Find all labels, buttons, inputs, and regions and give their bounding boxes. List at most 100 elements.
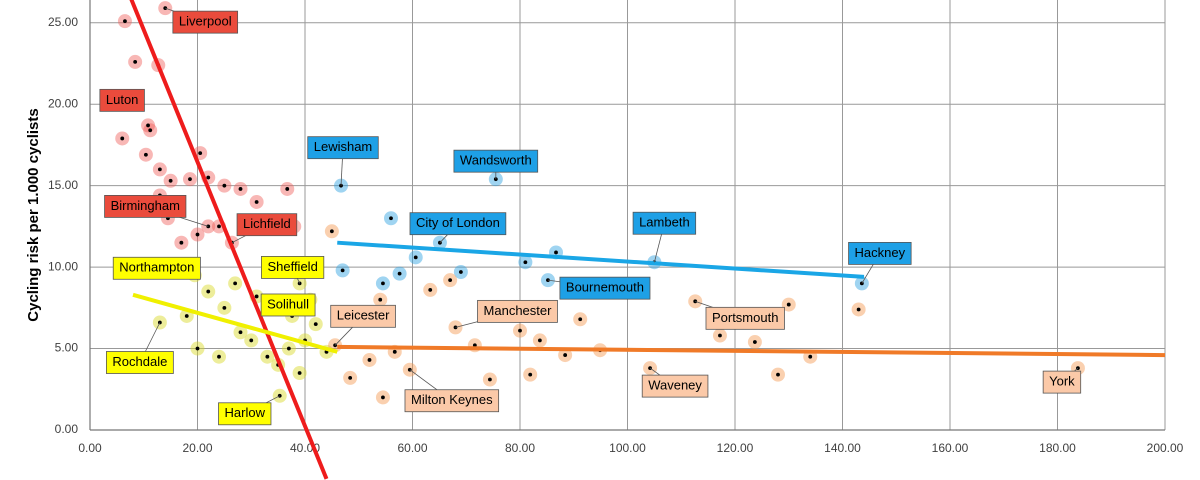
point [222,305,227,310]
point [808,354,813,359]
point-label: Hackney [848,242,912,284]
y-tick-label: 0.00 [55,422,79,436]
label-box [559,276,651,300]
point [367,358,372,362]
point [146,123,150,128]
label-box [112,256,201,280]
point [254,200,259,204]
point [286,346,291,351]
label-text: Birmingham [111,198,180,213]
point-label: Lichfield [231,213,298,244]
point-label: Solihull [260,293,316,317]
label-box [236,213,298,237]
point [856,307,861,312]
point-label: Bournemouth [547,276,651,300]
point-label: Lambeth [632,211,697,263]
x-tick-label: 0.00 [78,441,102,455]
label-box [848,242,912,265]
point [144,152,148,157]
label-box [705,306,785,330]
point [195,346,200,351]
label-text: Luton [106,92,139,107]
point [285,187,290,191]
point [554,250,558,255]
point [546,278,550,283]
label-text: Liverpool [179,14,232,29]
point [198,151,203,156]
point [254,294,259,299]
point [537,338,542,343]
point-label: Wandsworth [453,149,539,180]
y-tick-label: 20.00 [48,96,78,110]
label-text: City of London [416,215,500,230]
point-label: Lewisham [307,136,379,186]
trend-line [337,240,865,279]
x-tick-label: 60.00 [397,441,427,455]
label-text: Bournemouth [566,280,644,295]
point [523,260,528,265]
label-text: Harlow [225,405,266,420]
point [397,271,402,276]
point [222,183,227,188]
point [493,177,498,182]
y-tick-label: 15.00 [48,178,78,192]
point-label: Sheffield [261,256,325,284]
label-box [104,195,187,218]
label-text: Lambeth [639,215,690,230]
x-tick-label: 20.00 [182,441,212,455]
label-text: Northampton [119,260,194,275]
x-tick-label: 160.00 [932,441,969,455]
y-tick-label: 5.00 [55,341,79,355]
point [120,136,125,141]
x-tick-label: 100.00 [609,441,646,455]
point [786,302,791,307]
point [217,354,221,359]
label-box [477,299,558,323]
point [578,317,583,322]
point [265,354,270,359]
x-tick-label: 120.00 [717,441,754,455]
trend-line [129,0,329,480]
point [206,289,211,294]
point [184,314,189,318]
label-text: Portsmouth [712,310,778,325]
label-text: Milton Keynes [411,392,493,407]
point [563,353,568,357]
point [238,187,243,191]
point-label: Leicester [330,304,396,346]
point [518,328,522,333]
point [188,177,192,182]
point [458,270,463,274]
label-box [404,389,500,413]
point-label: Liverpool [165,7,239,34]
point [718,333,722,338]
point [413,255,418,260]
point [389,216,393,221]
y-tick-label: 10.00 [48,259,78,273]
point [348,375,353,380]
point [448,278,453,283]
trend-line [132,292,338,354]
point-label: Waveney [641,367,709,398]
x-tick-label: 200.00 [1147,441,1184,455]
label-text: Lichfield [243,216,291,231]
label-box [307,136,379,160]
x-tick-label: 180.00 [1039,441,1076,455]
point [168,178,173,183]
label-text: Waveney [648,378,702,393]
point-label: Manchester [455,299,558,328]
point [238,330,243,335]
label-text: Leicester [337,308,390,323]
point [233,281,238,286]
point-label: Luton [99,88,145,112]
point [381,281,385,286]
label-text: Wandsworth [460,153,532,168]
x-tick-label: 80.00 [505,441,535,455]
point [217,224,221,229]
point [340,268,345,273]
point [776,372,780,377]
point [206,175,211,180]
label-box [409,212,507,236]
trend-line [337,344,1166,358]
